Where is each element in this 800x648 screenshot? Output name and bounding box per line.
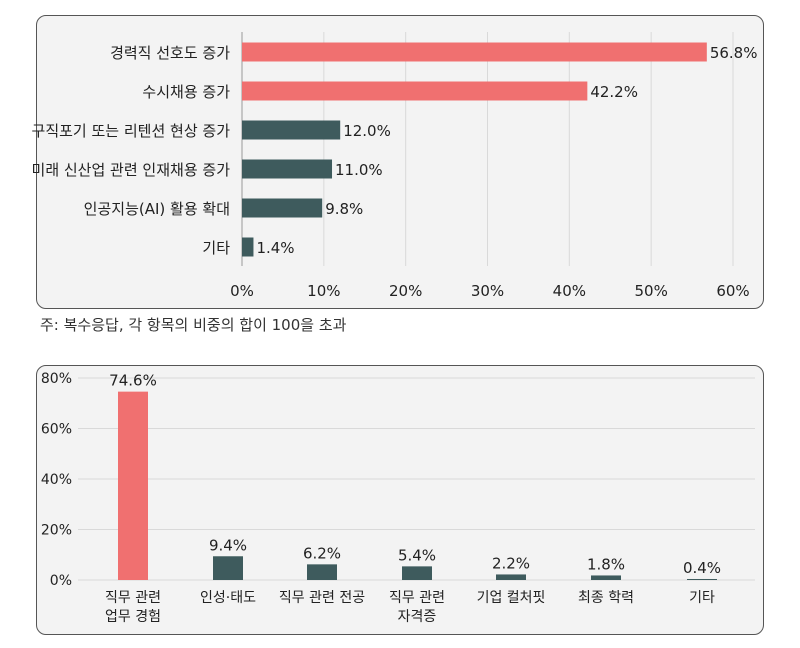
category-label: 구직포기 또는 리텐션 현상 증가 (32, 122, 231, 140)
bar (242, 237, 254, 257)
category-label: 직무 관련 (389, 590, 445, 606)
data-label: 0.4% (683, 559, 721, 577)
data-label: 9.8% (325, 200, 363, 218)
bar (242, 81, 588, 101)
category-label: 자격증 (398, 609, 437, 625)
data-label: 12.0% (343, 122, 391, 140)
x-tick-label: 10% (307, 282, 340, 300)
category-label: 인성·태도 (200, 590, 256, 606)
y-tick-label: 20% (41, 523, 72, 539)
y-tick-label: 80% (41, 371, 72, 387)
data-label: 1.4% (256, 239, 294, 257)
bar (213, 556, 243, 580)
x-tick-label: 30% (471, 282, 504, 300)
category-label: 수시채용 증가 (142, 83, 230, 101)
data-label: 74.6% (109, 372, 157, 390)
category-label: 직무 관련 (105, 590, 161, 606)
category-label: 직무 관련 전공 (279, 590, 365, 606)
y-tick-label: 40% (41, 472, 72, 488)
x-tick-label: 20% (389, 282, 422, 300)
category-label: 최종 학력 (578, 590, 634, 606)
category-label: 기타 (202, 239, 230, 257)
category-label: 기업 컬처핏 (477, 590, 546, 606)
category-label: 업무 경험 (105, 609, 161, 625)
x-tick-label: 40% (553, 282, 586, 300)
data-label: 9.4% (209, 536, 247, 554)
data-label: 2.2% (492, 554, 530, 572)
data-label: 6.2% (303, 544, 341, 562)
bar (687, 578, 717, 580)
data-label: 11.0% (335, 161, 383, 179)
y-tick-label: 60% (41, 422, 72, 438)
chart-panel-criteria (36, 365, 764, 635)
bar (118, 391, 148, 580)
bar (242, 198, 323, 218)
bar (496, 574, 526, 580)
chart-panel-reasons (36, 15, 764, 309)
bar (242, 120, 341, 140)
bar (242, 42, 707, 62)
bar (591, 575, 621, 580)
x-tick-label: 0% (230, 282, 254, 300)
bar (307, 564, 337, 580)
data-label: 42.2% (590, 83, 638, 101)
category-label: 미래 신산업 관련 인재채용 증가 (32, 161, 231, 179)
data-label: 1.8% (587, 555, 625, 573)
x-tick-label: 50% (634, 282, 667, 300)
data-label: 5.4% (398, 546, 436, 564)
data-label: 56.8% (710, 44, 758, 62)
bar (242, 159, 333, 179)
y-tick-label: 0% (50, 573, 72, 589)
x-tick-label: 60% (716, 282, 749, 300)
category-label: 경력직 선호도 증가 (110, 44, 230, 62)
bar (402, 566, 432, 580)
category-label: 인공지능(AI) 활용 확대 (84, 200, 230, 218)
category-label: 기타 (689, 590, 715, 606)
footnote: 주: 복수응답, 각 항목의 비중의 합이 100을 초과 (40, 316, 347, 334)
